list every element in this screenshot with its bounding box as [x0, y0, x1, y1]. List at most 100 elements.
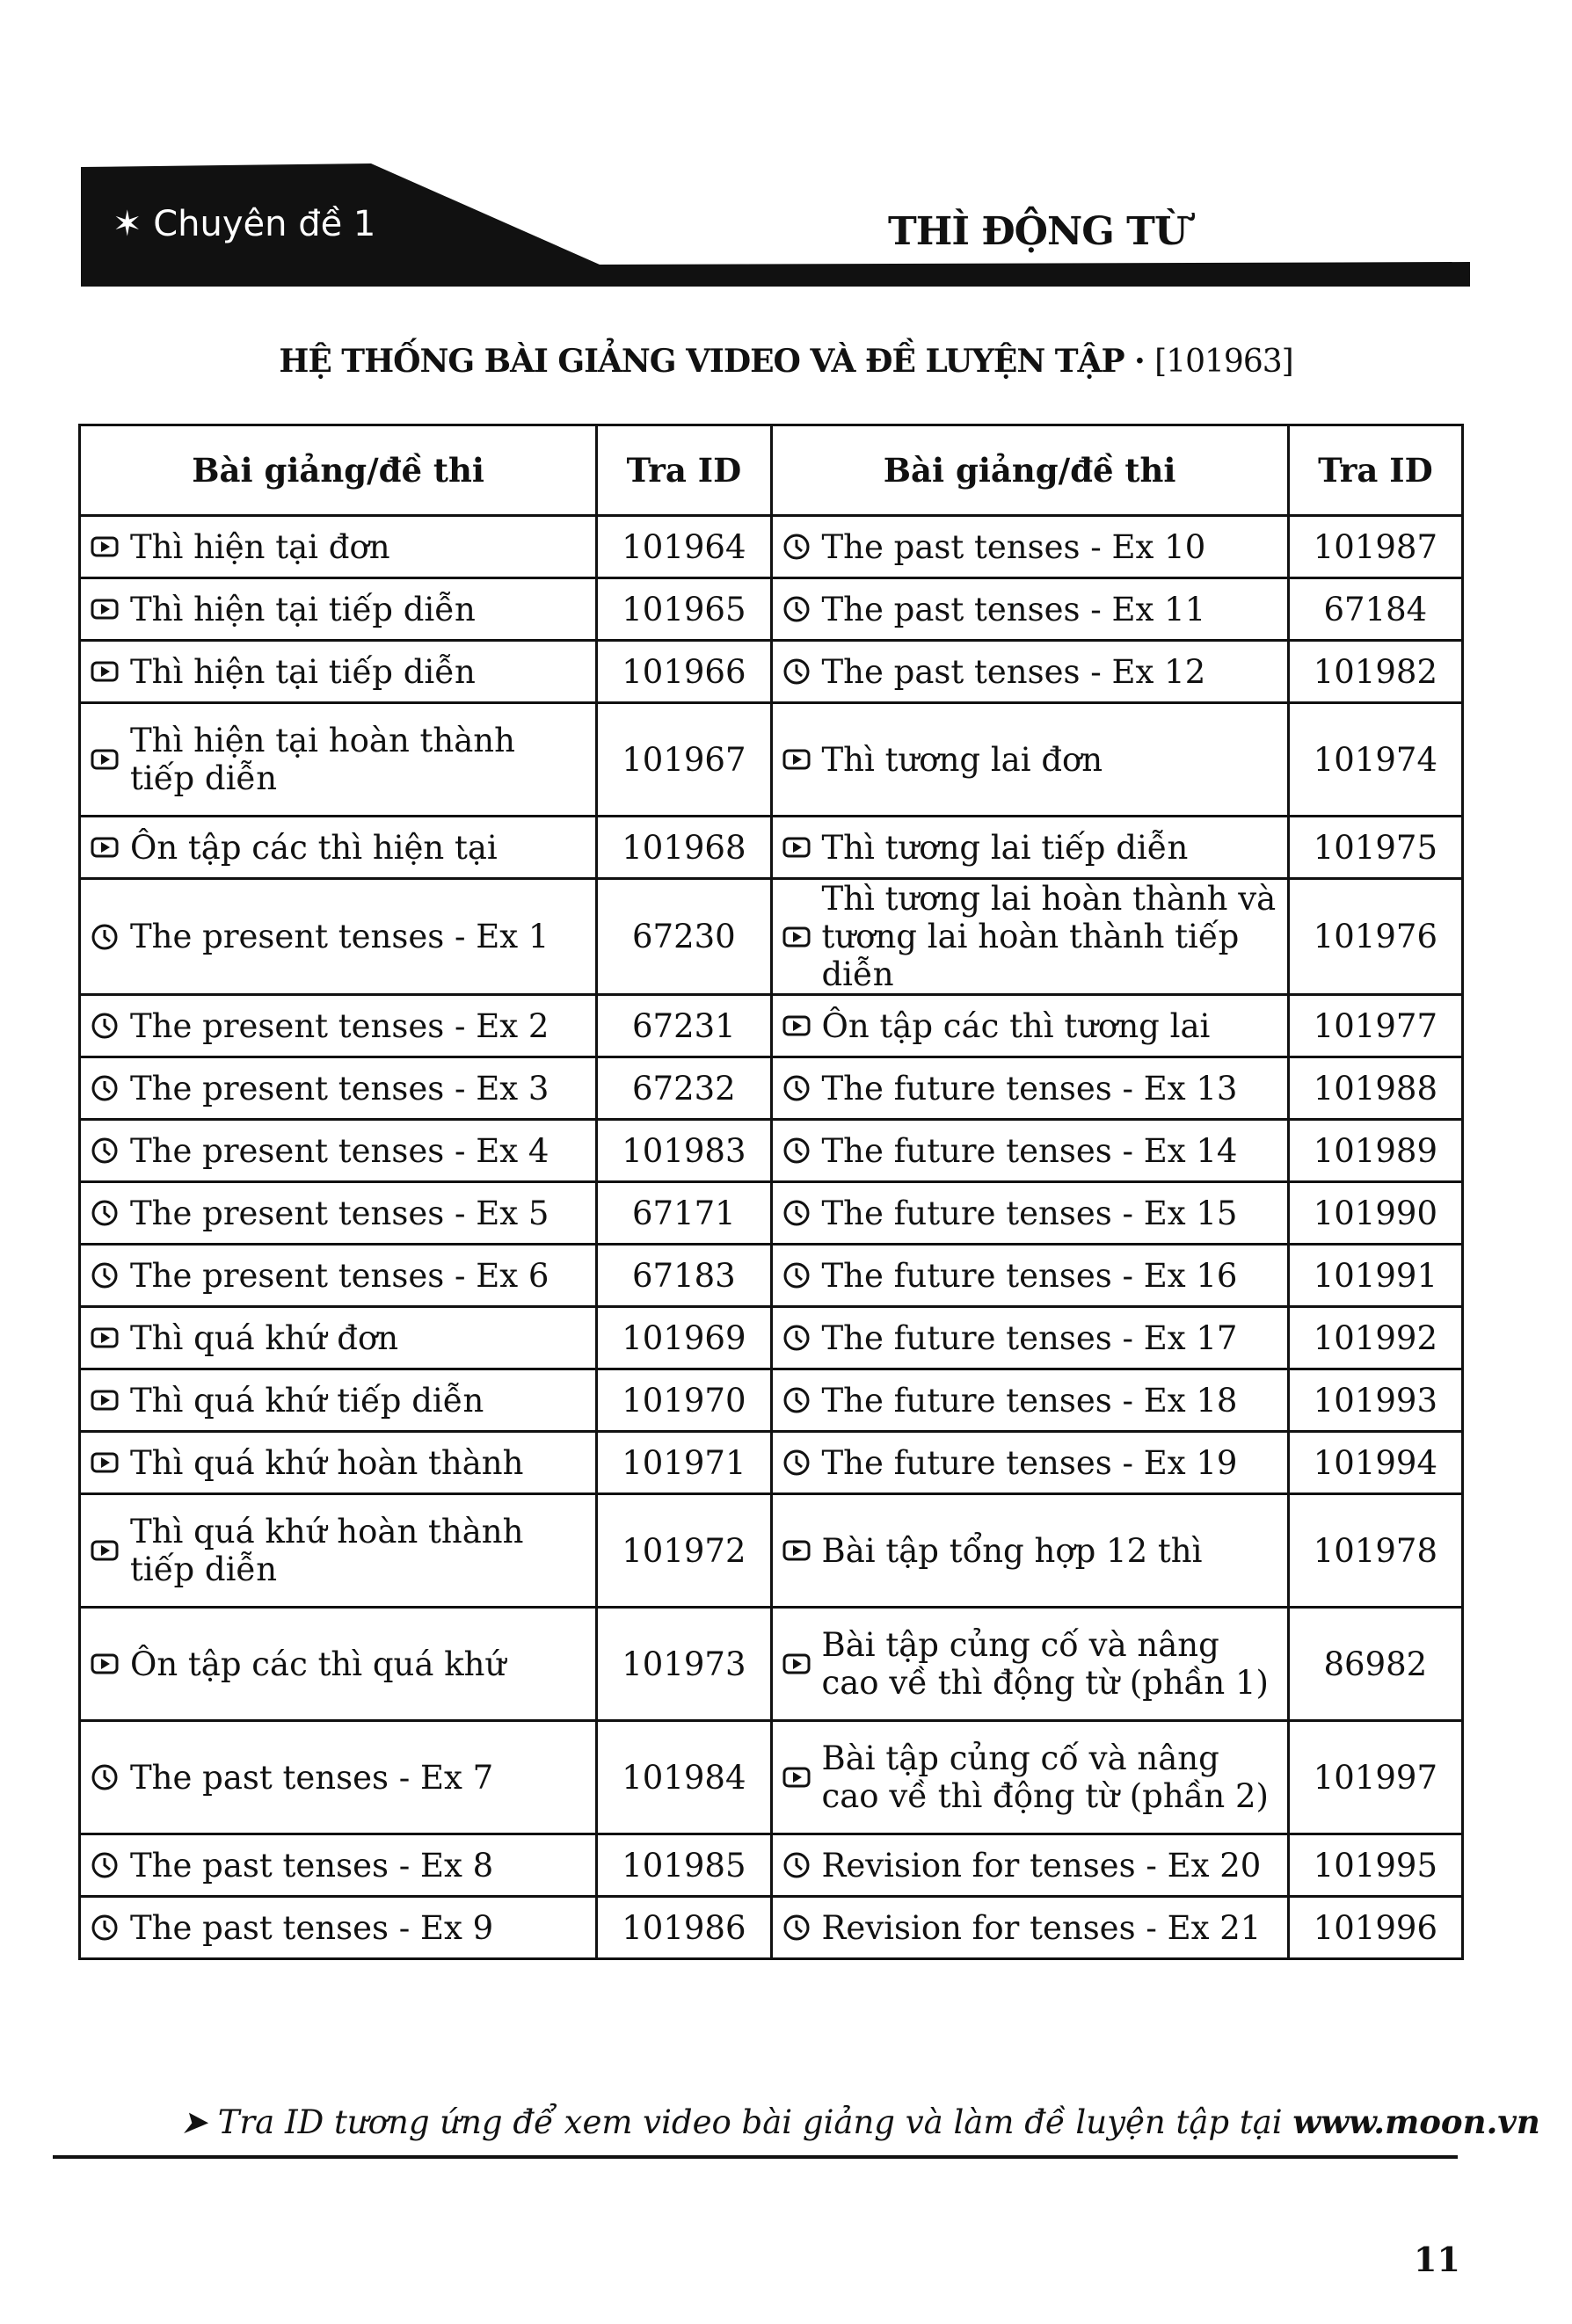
lesson-id: 101978: [1286, 1492, 1465, 1609]
clock-icon: [91, 1137, 118, 1164]
table-row: Thì quá khứ hoàn thành tiếp diễn 101972 Bà…: [77, 1492, 1465, 1609]
lesson-id: 101982: [1286, 639, 1465, 704]
clock-icon: [91, 924, 118, 949]
clock-icon: [91, 1914, 118, 1941]
table-row: The present tenses - Ex 5 67171 The future…: [77, 1180, 1465, 1246]
col-header: Tra ID: [1286, 424, 1465, 517]
lesson-id: 86982: [1286, 1606, 1465, 1722]
lesson-id: 67183: [595, 1243, 773, 1308]
lesson-cell: Thì hiện tại tiếp diễn: [77, 639, 599, 704]
lesson-id: 101966: [595, 639, 773, 704]
lesson-id: 101990: [1286, 1180, 1465, 1246]
lesson-cell: Bài tập tổng hợp 12 thì: [769, 1492, 1290, 1609]
lesson-title: The future tenses - Ex 19: [821, 1443, 1238, 1482]
lesson-title: Bài tập củng cố và nâng cao về thì động …: [821, 1626, 1269, 1702]
clock-icon: [783, 1914, 809, 1941]
clock-icon: [783, 534, 809, 560]
lesson-title: The future tenses - Ex 15: [821, 1194, 1238, 1232]
lesson-title: Ôn tập các thì tương lai: [821, 1006, 1211, 1045]
clock-icon: [783, 1075, 809, 1101]
clock-icon: [91, 1764, 118, 1790]
footer-text: Tra ID tương ứng để xem video bài giảng …: [217, 2103, 1283, 2141]
table-row: Thì quá khứ tiếp diễn 101970 The future te…: [77, 1368, 1465, 1433]
lesson-cell: Thì quá khứ hoàn thành: [77, 1430, 599, 1495]
lesson-title: Thì quá khứ đơn: [130, 1318, 399, 1357]
lesson-cell: Thì hiện tại hoàn thành tiếp diễn: [77, 701, 599, 817]
lesson-cell: The past tenses - Ex 7: [77, 1719, 599, 1835]
col-header: Tra ID: [595, 424, 773, 517]
col-header: Bài giảng/đề thi: [769, 424, 1290, 517]
lesson-cell: The future tenses - Ex 14: [769, 1118, 1290, 1183]
video-play-icon: [782, 1015, 810, 1036]
video-play-icon: [782, 837, 810, 858]
lesson-cell: The future tenses - Ex 17: [769, 1305, 1290, 1370]
lesson-title: Thì hiện tại hoàn thành tiếp diễn: [130, 722, 515, 797]
lesson-title: The past tenses - Ex 9: [130, 1908, 494, 1947]
lesson-cell: The past tenses - Ex 11: [769, 577, 1290, 642]
lesson-table: Bài giảng/đề thi Tra ID Bài giảng/đề thi…: [77, 424, 1465, 1960]
lesson-title: Thì tương lai đơn: [821, 740, 1103, 779]
lesson-id: 101974: [1286, 701, 1465, 817]
video-play-icon: [782, 1653, 810, 1674]
clock-icon: [783, 1137, 809, 1164]
video-play-icon: [91, 1390, 119, 1411]
lesson-id: 101965: [595, 577, 773, 642]
lesson-title: The present tenses - Ex 5: [130, 1194, 549, 1232]
lesson-id: 101973: [595, 1606, 773, 1722]
video-play-icon: [91, 661, 119, 682]
lesson-id: 67184: [1286, 577, 1465, 642]
lesson-cell: The future tenses - Ex 15: [769, 1180, 1290, 1246]
lesson-id: 101991: [1286, 1243, 1465, 1308]
video-play-icon: [91, 1452, 119, 1473]
clock-icon: [783, 1387, 809, 1413]
lesson-cell: Ôn tập các thì tương lai: [769, 993, 1290, 1058]
footer-link[interactable]: www.moon.vn: [1292, 2102, 1540, 2141]
lesson-cell: Bài tập củng cố và nâng cao về thì động …: [769, 1719, 1290, 1835]
lesson-id: 101972: [595, 1492, 773, 1609]
table-row: The past tenses - Ex 7 101984 Bài tập củng…: [77, 1719, 1465, 1835]
lesson-id: 101995: [1286, 1833, 1465, 1898]
table-row: The present tenses - Ex 4 101983 The futur…: [77, 1118, 1465, 1183]
lesson-cell: Ôn tập các thì quá khứ: [77, 1606, 599, 1722]
table-row: The present tenses - Ex 2 67231 Ôn tập các…: [77, 993, 1465, 1058]
video-play-icon: [782, 1540, 810, 1561]
lesson-cell: The present tenses - Ex 5: [77, 1180, 599, 1246]
lesson-id: 101975: [1286, 815, 1465, 880]
lesson-cell: The past tenses - Ex 10: [769, 514, 1290, 579]
lesson-title: Thì tương lai tiếp diễn: [821, 828, 1189, 867]
lesson-cell: The future tenses - Ex 18: [769, 1368, 1290, 1433]
lesson-id: 101987: [1286, 514, 1465, 579]
table-row: Thì hiện tại đơn 101964 The past tenses - …: [77, 514, 1465, 579]
lesson-cell: The present tenses - Ex 6: [77, 1243, 599, 1308]
lesson-title: Bài tập tổng hợp 12 thì: [821, 1531, 1203, 1570]
lesson-title: The past tenses - Ex 11: [821, 590, 1206, 628]
lesson-cell: Bài tập củng cố và nâng cao về thì động …: [769, 1606, 1290, 1722]
video-play-icon: [91, 837, 119, 858]
lesson-title: The future tenses - Ex 16: [821, 1256, 1238, 1295]
lesson-title: The present tenses - Ex 4: [130, 1131, 549, 1170]
lesson-title: The future tenses - Ex 18: [821, 1381, 1238, 1420]
lesson-cell: Thì hiện tại đơn: [77, 514, 599, 579]
clock-icon: [783, 1325, 809, 1351]
lesson-title: The future tenses - Ex 13: [821, 1069, 1238, 1108]
lesson-id: 101984: [595, 1719, 773, 1835]
lesson-cell: The present tenses - Ex 4: [77, 1118, 599, 1183]
lesson-title: Bài tập củng cố và nâng cao về thì động …: [821, 1739, 1269, 1815]
lesson-id: 101992: [1286, 1305, 1465, 1370]
lesson-title: The present tenses - Ex 2: [130, 1006, 549, 1045]
clock-icon: [91, 1200, 118, 1226]
lesson-title: Thì hiện tại đơn: [130, 527, 390, 566]
table-row: Ôn tập các thì quá khứ 101973 Bài tập củng…: [77, 1606, 1465, 1722]
lesson-cell: Thì tương lai tiếp diễn: [769, 815, 1290, 880]
lesson-cell: Revision for tenses - Ex 20: [769, 1833, 1290, 1898]
clock-icon: [91, 1852, 118, 1878]
lesson-title: The future tenses - Ex 14: [821, 1131, 1238, 1170]
table-row: Thì hiện tại hoàn thành tiếp diễn 101967 T…: [77, 701, 1465, 817]
lesson-id: 101985: [595, 1833, 773, 1898]
lesson-id: 101986: [595, 1895, 773, 1960]
video-play-icon: [782, 926, 810, 947]
lesson-title: Thì hiện tại tiếp diễn: [130, 652, 476, 691]
lesson-id: 101997: [1286, 1719, 1465, 1835]
footer-note: ➤ Tra ID tương ứng để xem video bài giản…: [180, 2102, 1540, 2141]
table-row: The present tenses - Ex 6 67183 The future…: [77, 1243, 1465, 1308]
